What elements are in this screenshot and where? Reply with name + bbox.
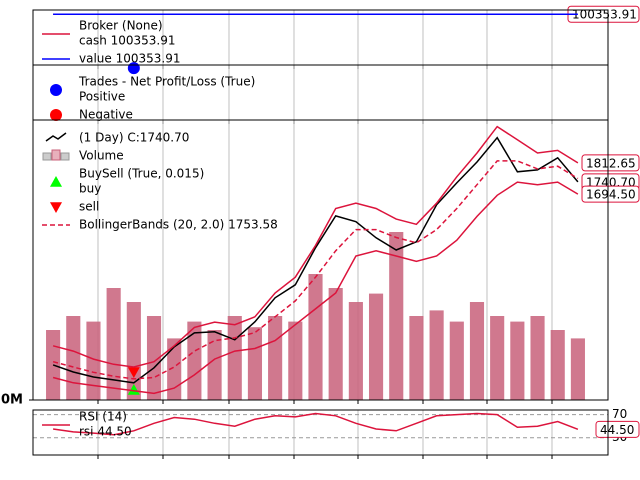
volume-bar	[530, 316, 545, 400]
trade-marker	[50, 84, 62, 96]
volume-bar	[409, 316, 424, 400]
volume-bar	[348, 302, 363, 400]
volume-bar	[308, 274, 323, 400]
volume-bar	[510, 321, 525, 400]
legend-label: (1 Day) C:1740.70	[79, 131, 189, 145]
trade-marker	[127, 62, 140, 75]
series-line	[52, 412, 579, 436]
volume-bar	[126, 302, 141, 400]
band-middle	[52, 160, 579, 380]
volume-bar	[368, 293, 384, 400]
legend-label: Positive	[79, 90, 125, 104]
value-tag-label: 1694.50	[586, 188, 636, 202]
value-tag	[581, 154, 640, 172]
legend-title: Broker (None)	[79, 19, 163, 33]
legend-handle	[51, 149, 61, 161]
legend-label: rsi 44.50	[79, 425, 132, 439]
band-lower	[52, 181, 579, 395]
legend-title: RSI (14)	[79, 410, 127, 424]
volume-bar	[449, 321, 464, 400]
volume-bar	[207, 330, 222, 400]
volume-bar	[389, 232, 404, 400]
legend-handle	[42, 152, 52, 161]
legend-label: value 100353.91	[79, 52, 180, 66]
legend-label: BollingerBands (20, 2.0) 1753.58	[79, 218, 278, 232]
volume-bar	[490, 316, 505, 400]
legend-label: Volume	[79, 149, 124, 163]
legend-handle	[60, 152, 70, 161]
volume-bar	[429, 310, 444, 400]
value-tag	[581, 185, 640, 203]
trade-marker	[50, 109, 62, 121]
volume-bar	[146, 316, 162, 400]
volume-bar	[288, 321, 303, 400]
sell-marker	[50, 202, 62, 213]
y2-tick-label: 0M	[1, 393, 23, 408]
panel-frame	[32, 409, 609, 456]
volume-bar	[247, 327, 263, 400]
legend-label: sell	[79, 200, 99, 214]
volume-bar	[570, 338, 585, 400]
legend-label: Negative	[79, 108, 133, 122]
volume-bar	[167, 338, 182, 400]
legend-title: Trades - Net Profit/Loss (True)	[78, 75, 255, 89]
band-upper	[52, 125, 579, 368]
volume-bar	[328, 288, 343, 400]
value-tag-label: 100353.91	[572, 8, 637, 22]
legend-handle	[45, 132, 67, 142]
volume-bar	[550, 330, 565, 400]
value-tag-label: 44.50	[600, 423, 634, 437]
legend-label: cash 100353.91	[79, 34, 176, 48]
value-tag	[595, 420, 640, 438]
sell-marker	[127, 367, 140, 378]
volume-bar	[86, 321, 101, 400]
volume-bar	[66, 316, 81, 400]
volume-bar	[106, 288, 121, 400]
volume-bar	[469, 302, 485, 400]
value-tag-label: 1812.65	[586, 156, 636, 170]
volume-bar	[187, 321, 202, 400]
legend-label: buy	[79, 182, 101, 196]
volume-bar	[227, 316, 242, 400]
volume-bar	[268, 316, 283, 400]
buy-marker	[50, 176, 62, 187]
buy-marker	[127, 383, 140, 395]
panel-frame	[32, 119, 609, 401]
legend-group: BuySell (True, 0.015)	[79, 167, 204, 181]
y-tick-label: 70	[612, 407, 627, 421]
